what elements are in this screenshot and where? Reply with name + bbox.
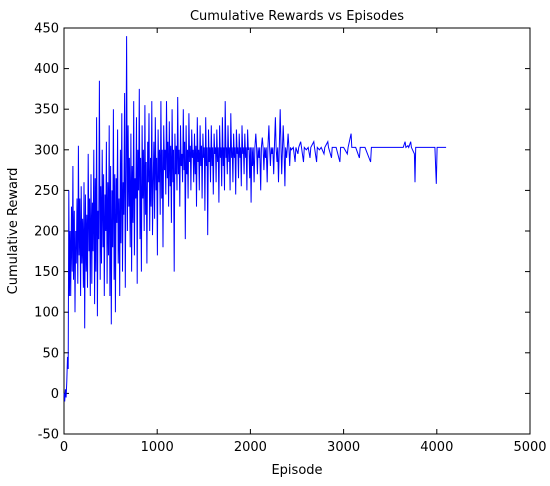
y-tick-label: 250 (34, 184, 59, 199)
x-tick-label: 2000 (234, 440, 267, 455)
y-tick-label: 50 (42, 346, 59, 361)
y-tick-label: -50 (38, 428, 59, 443)
y-tick-label: 450 (34, 22, 59, 37)
x-tick-label: 5000 (513, 440, 546, 455)
y-tick-label: 400 (34, 62, 59, 77)
x-axis-label: Episode (271, 463, 322, 478)
y-tick-label: 350 (34, 103, 59, 118)
x-tick-label: 0 (60, 440, 68, 455)
y-axis-label: Cumulative Reward (6, 168, 21, 295)
chart-title: Cumulative Rewards vs Episodes (190, 9, 404, 24)
y-tick-label: 150 (34, 265, 59, 280)
series-line (63, 36, 447, 402)
x-tick-label: 4000 (420, 440, 453, 455)
y-tick-label: 100 (34, 306, 59, 321)
y-tick-label: 200 (34, 225, 59, 240)
axis-ticks: 0 1000 2000 3000 4000 5000-500501001502002503… (34, 22, 546, 456)
y-tick-label: 0 (51, 387, 59, 402)
x-tick-label: 1000 (141, 440, 174, 455)
series-group (63, 36, 447, 402)
y-tick-label: 300 (34, 143, 59, 158)
x-tick-label: 3000 (327, 440, 360, 455)
